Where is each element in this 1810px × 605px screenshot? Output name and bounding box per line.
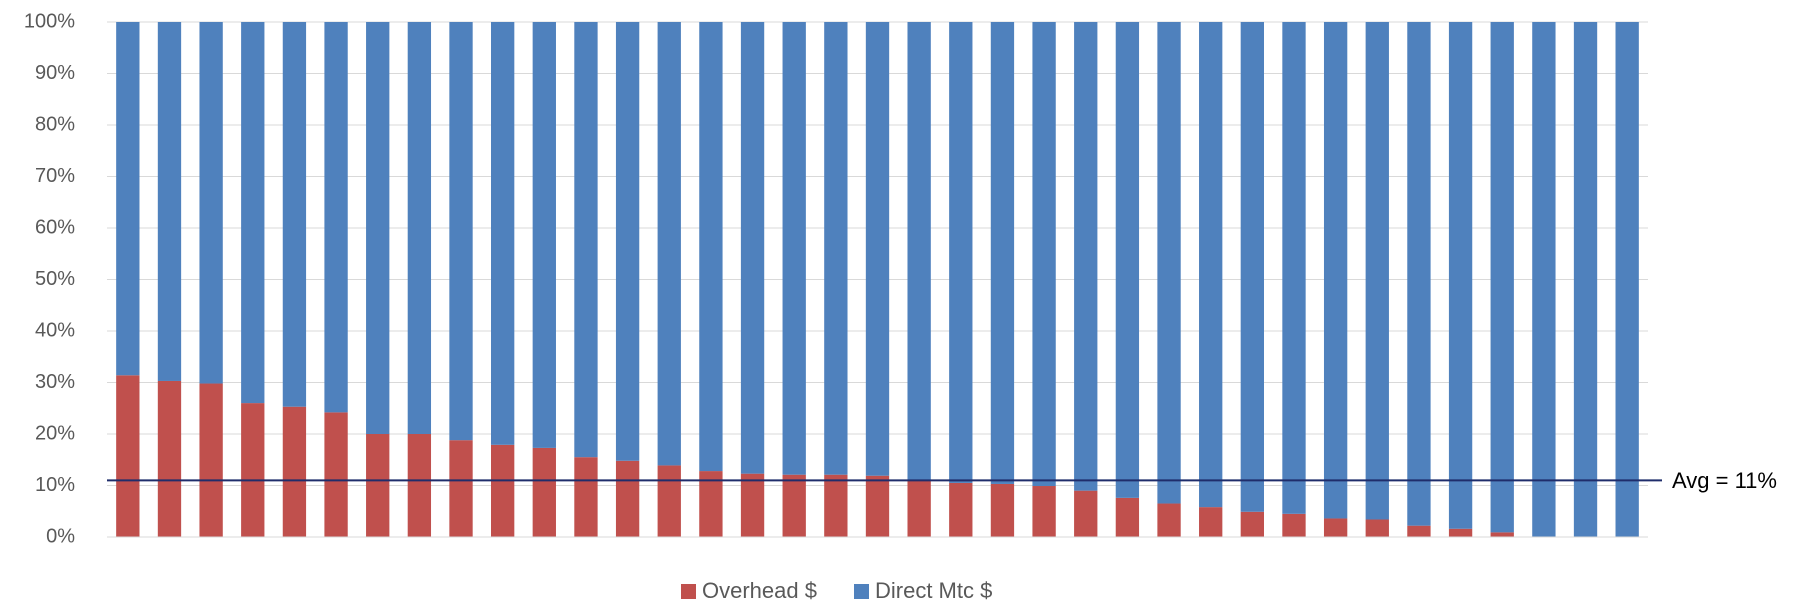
bar-segment: [1199, 507, 1223, 537]
bar-segment: [824, 474, 848, 537]
bar-segment: [1323, 22, 1348, 519]
bar-segment: [615, 460, 640, 537]
bar-segment: [1532, 22, 1556, 537]
bar-segment: [1448, 22, 1473, 529]
bar-segment: [449, 440, 473, 537]
bar-segment: [157, 380, 182, 537]
y-tick-label: 30%: [35, 371, 75, 393]
legend-swatch: [854, 584, 869, 599]
bar-segment: [449, 22, 473, 441]
y-tick-label: 60%: [35, 216, 75, 238]
bar-segment: [907, 22, 931, 481]
bar-segment: [324, 22, 348, 413]
bar-segment: [1407, 22, 1431, 526]
bar-segment: [699, 471, 723, 537]
bar-segment: [1615, 22, 1639, 537]
bar-segment: [1573, 22, 1598, 537]
legend-swatch: [681, 584, 696, 599]
bar-segment: [1074, 490, 1098, 537]
y-tick-label: 0%: [46, 525, 75, 547]
bar-segment: [1074, 22, 1098, 491]
bar-segment: [1115, 22, 1140, 498]
bar-segment: [1365, 519, 1389, 537]
bar-segment: [865, 475, 890, 537]
legend-label: Direct Mtc $: [875, 578, 992, 603]
bar-segment: [1115, 497, 1140, 537]
bar-segment: [782, 474, 806, 537]
bar-segment: [241, 403, 265, 537]
bar-segment: [782, 22, 806, 475]
y-tick-label: 100%: [24, 10, 75, 32]
bar-segment: [1240, 22, 1264, 512]
bar-segment: [1032, 486, 1056, 537]
bar-segment: [1157, 22, 1181, 504]
bar-segment: [1365, 22, 1389, 520]
bar-segment: [824, 22, 848, 475]
y-tick-label: 40%: [35, 319, 75, 341]
bar-segment: [282, 22, 307, 407]
bar-segment: [324, 412, 348, 537]
bar-segment: [990, 483, 1015, 537]
bar-segment: [1240, 511, 1264, 537]
bar-segment: [282, 406, 307, 537]
bar-segment: [865, 22, 890, 476]
bar-segment: [1282, 22, 1306, 514]
bar-segment: [532, 22, 556, 448]
bar-segment: [1157, 503, 1181, 537]
bar-segment: [1282, 513, 1306, 537]
bar-segment: [740, 473, 765, 537]
bar-segment: [949, 22, 973, 483]
y-tick-label: 70%: [35, 165, 75, 187]
bar-segment: [740, 22, 765, 474]
bar-segment: [407, 22, 432, 434]
bar-segment: [407, 434, 432, 537]
bar-segment: [199, 383, 223, 537]
bar-segment: [116, 375, 140, 537]
bar-segment: [699, 22, 723, 472]
y-tick-label: 90%: [35, 62, 75, 84]
bar-segment: [657, 22, 681, 466]
bar-segment: [1490, 532, 1514, 537]
bar-segment: [157, 22, 182, 381]
bar-segment: [1032, 22, 1056, 487]
bar-segment: [1323, 518, 1348, 537]
bar-segment: [657, 465, 681, 537]
bar-segment: [1448, 528, 1473, 537]
bar-segment: [949, 482, 973, 537]
bar-segment: [990, 22, 1015, 484]
bar-segment: [116, 22, 140, 376]
bar-segment: [199, 22, 223, 384]
legend-label: Overhead $: [702, 578, 817, 603]
bar-segment: [241, 22, 265, 404]
bar-segment: [907, 480, 931, 537]
y-tick-label: 20%: [35, 422, 75, 444]
bar-segment: [491, 444, 515, 537]
bar-segment: [615, 22, 640, 461]
bar-segment: [1490, 22, 1514, 533]
bar-segment: [1407, 525, 1431, 537]
bar-segment: [532, 447, 556, 537]
bar-segment: [366, 22, 390, 434]
bar-segment: [574, 22, 598, 458]
bar-segment: [366, 434, 390, 537]
y-tick-label: 80%: [35, 113, 75, 135]
average-label: Avg = 11%: [1672, 468, 1777, 493]
bar-segment: [491, 22, 515, 445]
y-tick-label: 50%: [35, 268, 75, 290]
y-tick-label: 10%: [35, 474, 75, 496]
bar-segment: [1199, 22, 1223, 508]
bar-segment: [574, 457, 598, 537]
